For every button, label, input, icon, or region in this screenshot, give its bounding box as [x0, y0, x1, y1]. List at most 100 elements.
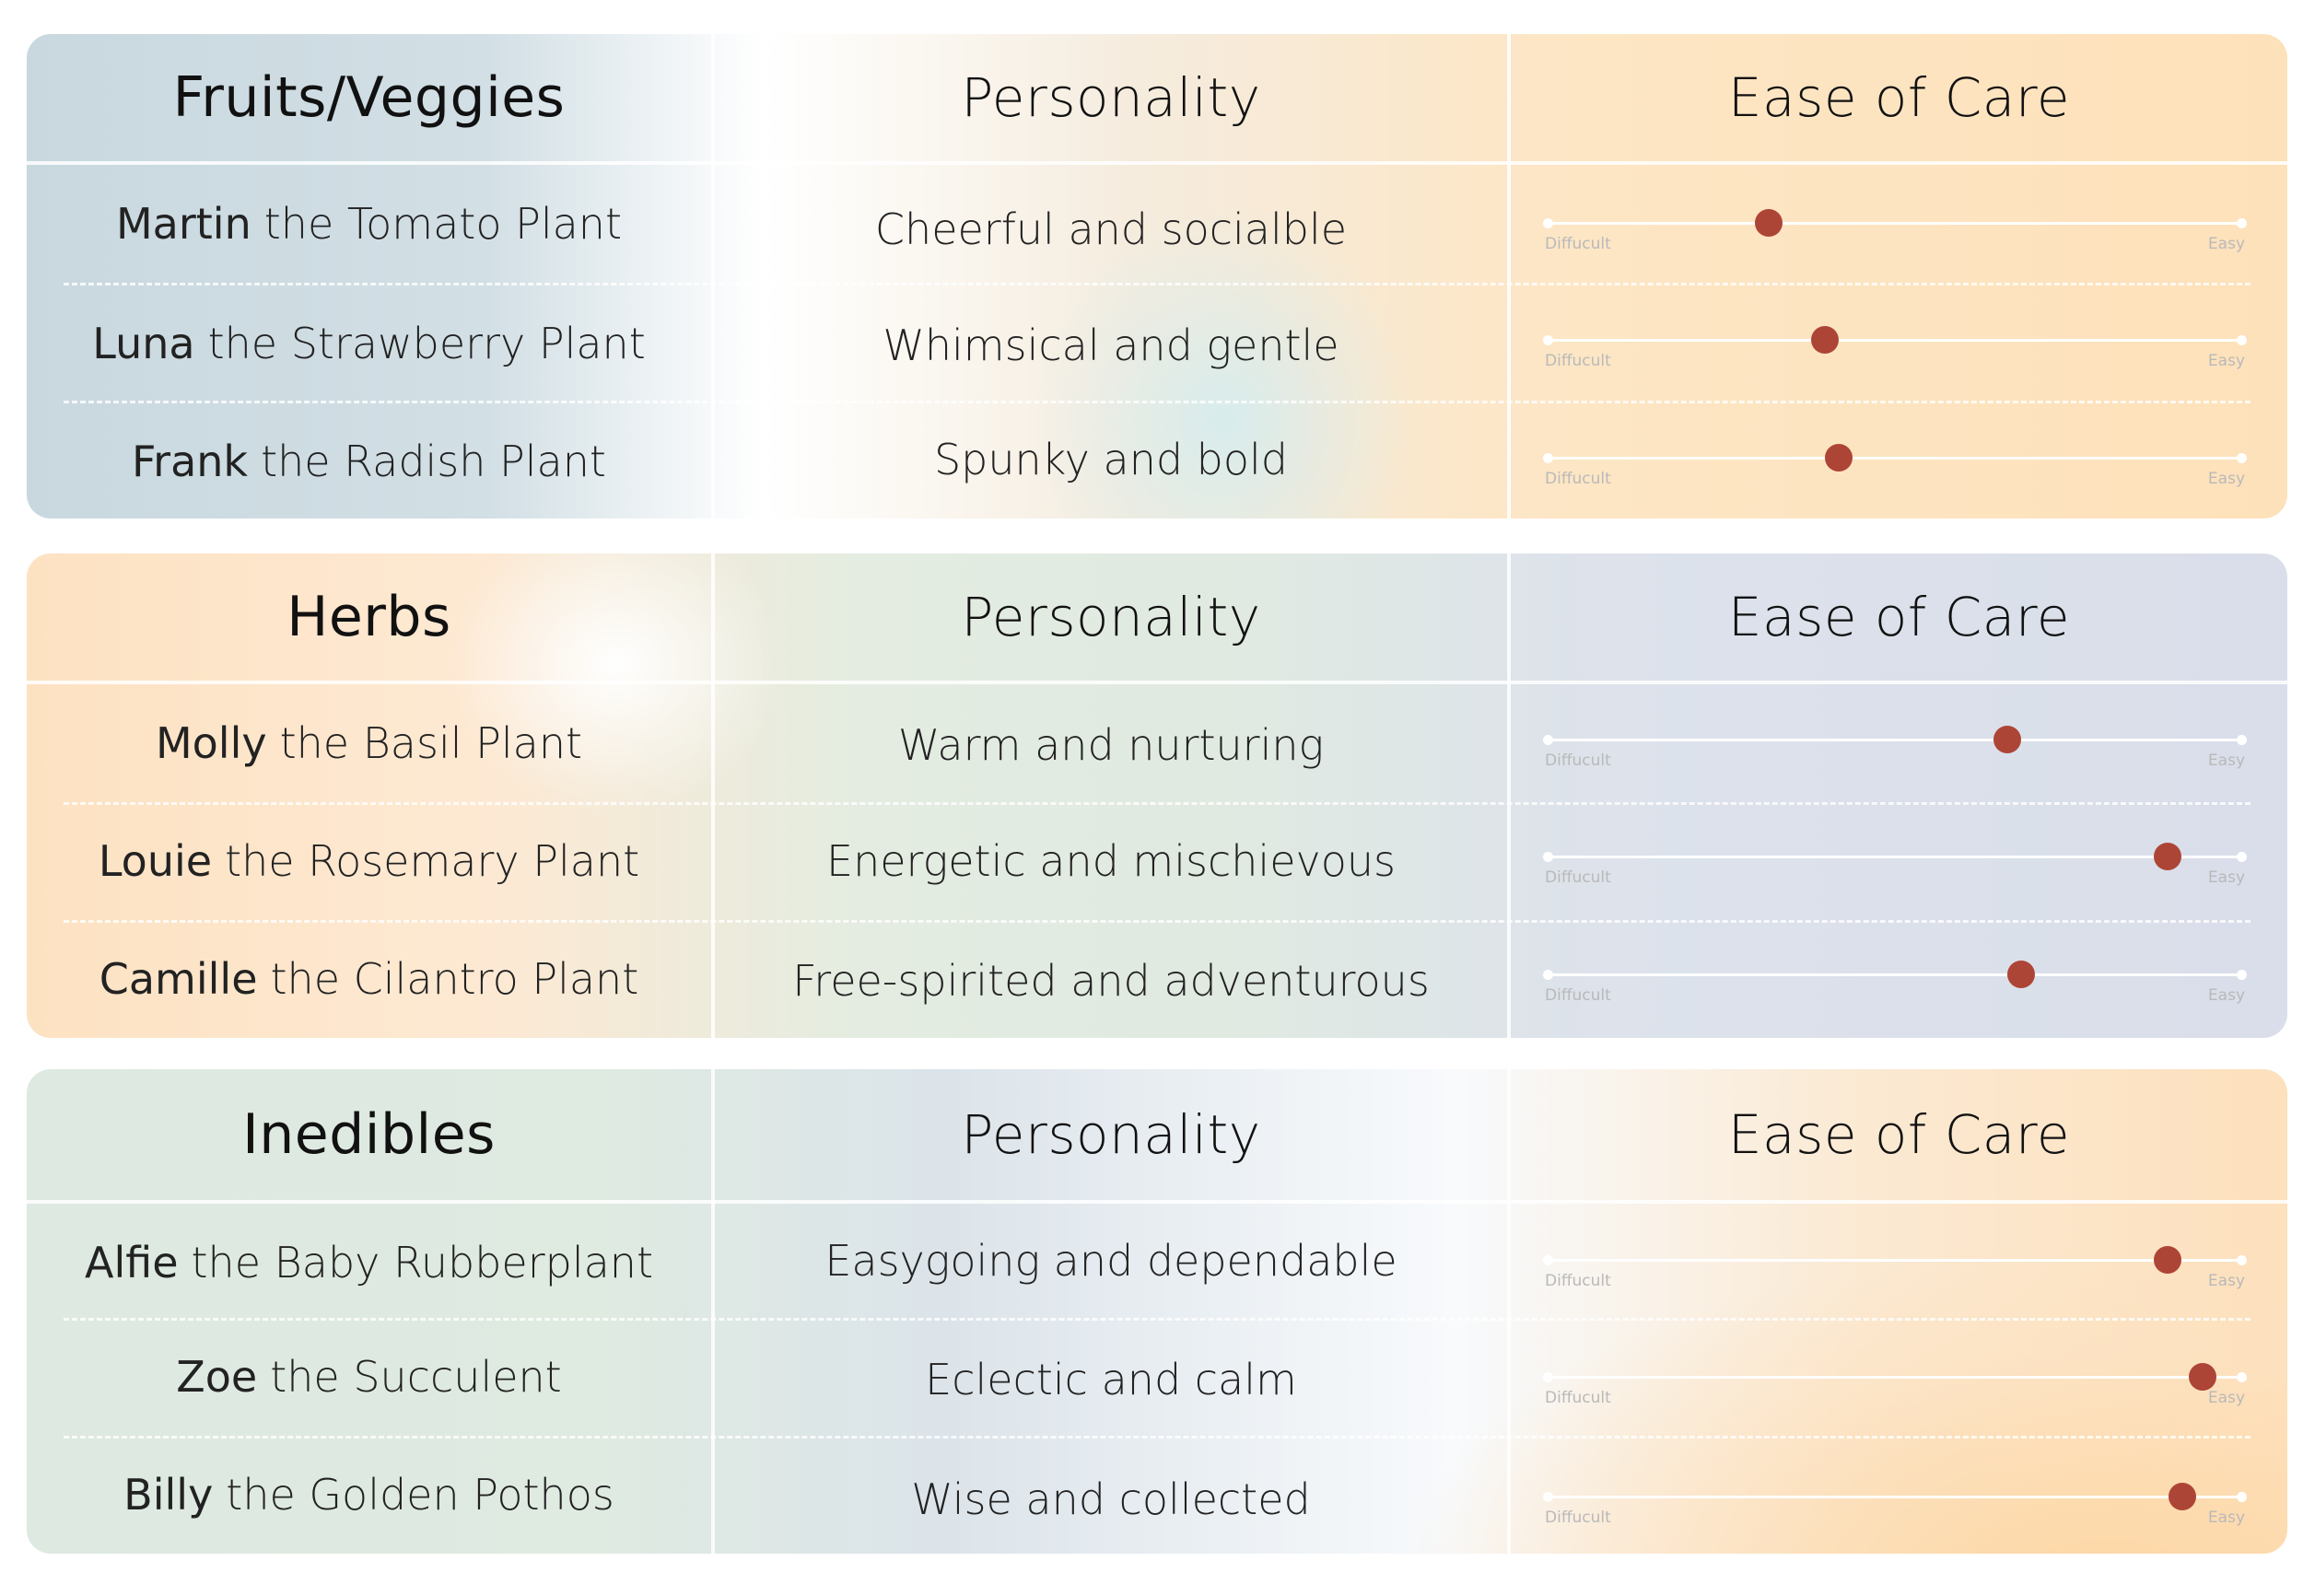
slider-thumb[interactable] [2006, 961, 2035, 988]
difficult-label: Diffucult [1545, 235, 1611, 253]
slider-track[interactable] [1545, 1376, 2245, 1379]
easy-label: Easy [2207, 1272, 2245, 1290]
column-divider [1507, 34, 1511, 518]
slider-track[interactable] [1545, 739, 2245, 741]
personality-header: Personality [961, 66, 1261, 129]
personality-text: Whimsical and gentle [883, 320, 1339, 370]
slider-endpoint [2237, 735, 2247, 745]
header-divider [27, 161, 2287, 165]
slider-endpoint [2237, 1255, 2247, 1265]
slider-thumb[interactable] [2168, 1483, 2196, 1510]
personality-text: Wise and collected [911, 1474, 1311, 1524]
header-divider [27, 681, 2287, 684]
plant-name: Zoe the Succulent [176, 1352, 562, 1402]
difficult-label: Diffucult [1545, 868, 1611, 887]
slider-endpoint [1543, 1372, 1553, 1382]
personality-text: Cheerful and socialble [874, 204, 1348, 254]
ease-of-care-header: Ease of Care [1727, 1103, 2071, 1166]
row-divider [64, 1318, 2250, 1321]
slider-thumb[interactable] [2189, 1363, 2217, 1391]
plant-name: Camille the Cilantro Plant [99, 954, 639, 1004]
row-divider [64, 1436, 2250, 1439]
slider-thumb[interactable] [2154, 1246, 2182, 1274]
category-header: Inedibles [242, 1102, 496, 1167]
easy-label: Easy [2207, 751, 2245, 770]
plant-name: Billy the Golden Pothos [123, 1470, 614, 1520]
slider-track[interactable] [1545, 1259, 2245, 1262]
personality-header: Personality [961, 586, 1261, 648]
slider-endpoint [1543, 735, 1553, 745]
easy-label: Easy [2207, 868, 2245, 887]
ease-slider[interactable]: Diffucult Easy [1543, 1350, 2247, 1407]
ease-slider[interactable]: Diffucult Easy [1543, 948, 2247, 1005]
plant-name: Frank the Radish Plant [132, 437, 606, 486]
plant-name: Louie the Rosemary Plant [98, 836, 640, 886]
plant-name: Luna the Strawberry Plant [92, 319, 646, 368]
row-divider [64, 920, 2250, 923]
easy-label: Easy [2207, 235, 2245, 253]
slider-track[interactable] [1545, 457, 2245, 460]
slider-endpoint [2237, 1372, 2247, 1382]
slider-endpoint [1543, 453, 1553, 463]
personality-text: Easygoing and dependable [824, 1236, 1397, 1286]
slider-thumb[interactable] [1811, 326, 1839, 354]
difficult-label: Diffucult [1545, 352, 1611, 370]
personality-text: Eclectic and calm [925, 1355, 1297, 1404]
ease-slider[interactable]: Diffucult Easy [1543, 830, 2247, 887]
ease-slider[interactable]: Diffucult Easy [1543, 431, 2247, 488]
plant-name: Molly the Basil Plant [155, 718, 583, 768]
ease-slider[interactable]: Diffucult Easy [1543, 713, 2247, 770]
difficult-label: Diffucult [1545, 470, 1611, 488]
personality-text: Warm and nurturing [897, 720, 1325, 770]
row-divider [64, 283, 2250, 285]
category-header: Fruits/Veggies [172, 65, 566, 130]
difficult-label: Diffucult [1545, 751, 1611, 770]
ease-of-care-header: Ease of Care [1727, 586, 2071, 648]
slider-thumb[interactable] [1825, 444, 1853, 472]
difficult-label: Diffucult [1545, 1389, 1611, 1407]
easy-label: Easy [2207, 1389, 2245, 1407]
ease-slider[interactable]: Diffucult Easy [1543, 1470, 2247, 1527]
slider-track[interactable] [1545, 339, 2245, 342]
easy-label: Easy [2207, 352, 2245, 370]
personality-text: Spunky and bold [933, 435, 1289, 484]
slider-track[interactable] [1545, 973, 2245, 976]
column-divider [711, 1069, 715, 1554]
plant-name: Martin the Tomato Plant [115, 199, 622, 249]
slider-endpoint [2237, 453, 2247, 463]
slider-track[interactable] [1545, 856, 2245, 858]
easy-label: Easy [2207, 1509, 2245, 1527]
column-divider [711, 34, 715, 518]
column-divider [711, 553, 715, 1038]
slider-thumb[interactable] [1993, 726, 2021, 753]
slider-track[interactable] [1545, 1496, 2245, 1498]
slider-endpoint [1543, 218, 1553, 228]
difficult-label: Diffucult [1545, 1272, 1611, 1290]
slider-endpoint [1543, 852, 1553, 862]
section-herbs: Herbs Personality Ease of Care Molly the … [27, 553, 2287, 1038]
slider-endpoint [2237, 852, 2247, 862]
personality-text: Free-spirited and adventurous [792, 956, 1430, 1006]
section-fruits-veggies: Fruits/Veggies Personality Ease of Care … [27, 34, 2287, 518]
ease-of-care-header: Ease of Care [1727, 66, 2071, 129]
header-divider [27, 1200, 2287, 1204]
slider-endpoint [2237, 335, 2247, 345]
difficult-label: Diffucult [1545, 986, 1611, 1005]
slider-endpoint [1543, 970, 1553, 980]
easy-label: Easy [2207, 470, 2245, 488]
slider-thumb[interactable] [1755, 209, 1783, 237]
slider-endpoint [2237, 970, 2247, 980]
column-divider [1507, 553, 1511, 1038]
section-inedibles: Inedibles Personality Ease of Care Alfie… [27, 1069, 2287, 1554]
slider-endpoint [2237, 1492, 2247, 1502]
slider-thumb[interactable] [2154, 843, 2182, 870]
slider-endpoint [2237, 218, 2247, 228]
ease-slider[interactable]: Diffucult Easy [1543, 313, 2247, 370]
personality-text: Energetic and mischievous [826, 836, 1396, 886]
ease-slider[interactable]: Diffucult Easy [1543, 196, 2247, 253]
row-divider [64, 401, 2250, 403]
ease-slider[interactable]: Diffucult Easy [1543, 1233, 2247, 1290]
slider-track[interactable] [1545, 222, 2245, 225]
easy-label: Easy [2207, 986, 2245, 1005]
difficult-label: Diffucult [1545, 1509, 1611, 1527]
